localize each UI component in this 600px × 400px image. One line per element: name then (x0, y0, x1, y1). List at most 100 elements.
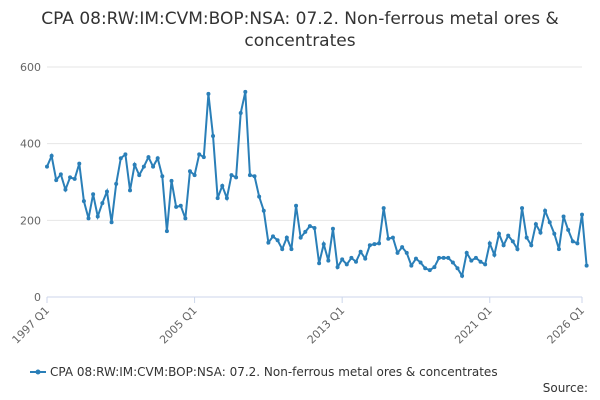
data-point (123, 152, 128, 157)
data-point (77, 161, 82, 166)
data-point (354, 259, 359, 264)
data-point (234, 175, 239, 180)
data-point (487, 241, 492, 246)
data-point (141, 164, 146, 169)
data-point (155, 156, 160, 161)
data-point (197, 152, 202, 157)
data-point (446, 255, 451, 260)
data-point (183, 216, 188, 221)
data-point (413, 256, 418, 261)
data-point (91, 192, 96, 197)
data-point (104, 189, 109, 194)
data-point (187, 169, 192, 174)
y-tick-label: 600 (20, 61, 41, 74)
data-point (86, 216, 91, 221)
data-point (400, 245, 405, 250)
data-point (395, 250, 400, 255)
data-point (294, 203, 299, 208)
data-point (68, 175, 73, 180)
data-point (312, 226, 317, 230)
data-point (427, 268, 432, 273)
data-point (533, 222, 538, 227)
data-point (100, 201, 105, 206)
data-point (146, 155, 151, 160)
data-point (441, 255, 446, 260)
y-tick-label: 0 (34, 291, 41, 304)
data-point (423, 266, 428, 271)
data-point (496, 231, 501, 236)
data-point (409, 263, 414, 268)
data-point (54, 178, 59, 183)
data-point (335, 265, 340, 270)
data-point (404, 250, 409, 255)
legend-label: CPA 08:RW:IM:CVM:BOP:NSA: 07.2. Non-ferr… (50, 365, 498, 379)
data-point (344, 262, 349, 267)
data-point (81, 199, 86, 204)
data-point (63, 187, 68, 192)
data-point (128, 188, 133, 193)
data-point (174, 204, 179, 209)
data-point (515, 247, 520, 252)
data-point (469, 258, 474, 263)
x-tick-label: 2021 Q1 (452, 304, 495, 347)
data-point (252, 174, 257, 179)
data-point (570, 239, 575, 244)
data-point (118, 156, 123, 161)
y-tick-label: 200 (20, 214, 41, 227)
data-point (377, 241, 382, 246)
data-point (303, 229, 308, 234)
data-point (215, 196, 220, 201)
data-point (45, 164, 49, 169)
data-point (492, 252, 497, 257)
data-point (137, 173, 142, 178)
data-point (520, 206, 525, 211)
data-point (224, 196, 229, 201)
data-point (381, 206, 386, 211)
data-point (164, 229, 169, 234)
source: Source: (543, 381, 588, 395)
legend-marker (35, 369, 41, 375)
data-point (238, 111, 243, 115)
data-point (330, 226, 335, 231)
data-point (109, 220, 114, 225)
data-point (543, 208, 548, 213)
data-point (201, 155, 206, 160)
data-point (211, 134, 216, 138)
data-point (49, 153, 54, 158)
data-point (437, 255, 442, 260)
x-tick-label: 2026 Q1 (545, 304, 588, 347)
data-point (372, 242, 377, 247)
y-tick-label: 400 (20, 138, 41, 151)
data-point (321, 242, 326, 247)
data-point (524, 235, 529, 240)
data-point (247, 173, 252, 178)
data-point (450, 260, 455, 265)
data-point (363, 256, 368, 261)
data-point (561, 214, 566, 219)
x-tick-label: 2013 Q1 (305, 304, 348, 347)
data-point (326, 258, 331, 263)
data-point (455, 266, 460, 271)
data-point (317, 261, 322, 266)
data-point (58, 172, 63, 177)
data-point (72, 176, 77, 181)
data-point (556, 247, 561, 252)
x-tick-label: 2005 Q1 (157, 304, 200, 347)
data-point (220, 183, 225, 188)
data-point (114, 181, 119, 186)
data-point (566, 227, 571, 232)
data-point (275, 238, 280, 243)
data-point (432, 265, 437, 270)
data-point (289, 247, 294, 252)
data-point (192, 173, 197, 178)
data-point (270, 234, 275, 239)
data-point (132, 162, 137, 167)
data-point (547, 220, 552, 225)
data-point (367, 243, 372, 248)
data-point (464, 250, 469, 255)
data-point (510, 239, 515, 244)
data-point (418, 260, 423, 265)
data-point (358, 249, 363, 254)
data-point (243, 89, 248, 94)
